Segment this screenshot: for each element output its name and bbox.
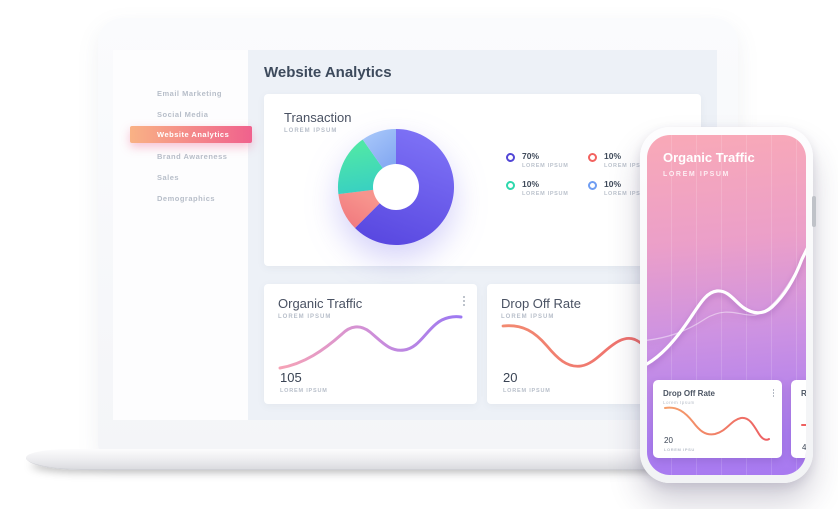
phone-frame: Organic Traffic LOREM IPSUM Drop Off Rat… xyxy=(640,127,816,483)
phone-page-title: Organic Traffic xyxy=(663,150,755,165)
phone-dropoff-value: 20 xyxy=(664,436,673,445)
donut-chart xyxy=(330,121,462,253)
sidebar-item-label: Social Media xyxy=(157,109,209,119)
laptop-screen: Email Marketing Social Media Website Ana… xyxy=(113,50,717,420)
legend-ring-purple-icon xyxy=(506,153,515,162)
donut-hole xyxy=(373,164,419,210)
sidebar: Email Marketing Social Media Website Ana… xyxy=(113,50,252,420)
legend-item: 10% LOREM IPSUM xyxy=(506,180,588,197)
organic-value: 105 xyxy=(280,370,302,385)
organic-value-label: LOREM IPSUM xyxy=(280,388,328,394)
dropoff-value-label: LOREM IPSUM xyxy=(503,388,551,394)
legend-pct: 10% xyxy=(604,179,622,189)
mini-chart-fragment xyxy=(801,424,806,426)
legend-ring-teal-icon xyxy=(506,181,515,190)
phone-screen: Organic Traffic LOREM IPSUM Drop Off Rat… xyxy=(647,135,806,475)
sidebar-item-label: Email Marketing xyxy=(157,88,223,98)
organic-line-chart xyxy=(278,315,463,370)
sidebar-item-label: Demographics xyxy=(157,193,216,203)
phone-wave-chart xyxy=(647,247,806,366)
sidebar-item-email-marketing[interactable]: Email Marketing xyxy=(113,83,248,103)
legend-ring-blue-icon xyxy=(588,181,597,190)
laptop-base xyxy=(26,449,766,470)
phone-page-subtitle: LOREM IPSUM xyxy=(663,171,730,178)
kebab-menu-icon[interactable] xyxy=(772,389,774,397)
sidebar-item-label: Website Analytics xyxy=(157,130,230,139)
legend-label: LOREM IPSUM xyxy=(604,163,651,169)
legend-pct: 70% xyxy=(522,151,540,161)
transaction-card-title: Transaction xyxy=(284,110,352,125)
transaction-card: Transaction LOREM IPSUM xyxy=(264,94,701,266)
phone-dropoff-subtitle: Lorem Ipsum xyxy=(663,400,695,405)
page-title: Website Analytics xyxy=(264,64,392,81)
legend-item: 70% LOREM IPSUM xyxy=(506,152,588,169)
dropoff-value: 20 xyxy=(503,370,518,385)
phone-dropoff-title: Drop Off Rate xyxy=(663,389,715,398)
legend-pct: 10% xyxy=(522,179,540,189)
phone-side-button xyxy=(812,196,816,227)
organic-card-subtitle: LOREM IPSUM xyxy=(278,314,332,320)
phone-second-card-title: R xyxy=(801,389,806,398)
donut-legend: 70% LOREM IPSUM 10% LOREM IPSUM xyxy=(506,152,670,197)
legend-label: LOREM IPSUM xyxy=(522,163,569,169)
phone-dropoff-line-chart xyxy=(664,406,770,441)
legend-label: LOREM IPSUM xyxy=(604,191,651,197)
sidebar-item-brand-awareness[interactable]: Brand Awareness xyxy=(113,146,248,166)
sidebar-item-social-media[interactable]: Social Media xyxy=(113,104,248,124)
phone-dropoff-value-label: LOREM IPSU xyxy=(664,447,695,452)
organic-traffic-card: Organic Traffic LOREM IPSUM xyxy=(264,284,477,404)
sidebar-item-demographics[interactable]: Demographics xyxy=(113,188,248,208)
legend-item: 10% LOREM IPSUM xyxy=(588,152,670,169)
legend-pct: 10% xyxy=(604,151,622,161)
organic-card-title: Organic Traffic xyxy=(278,296,363,311)
dropoff-card-title: Drop Off Rate xyxy=(501,296,581,311)
phone-second-card-value: 4 xyxy=(802,443,806,452)
sidebar-item-website-analytics[interactable]: Website Analytics xyxy=(130,126,252,143)
legend-label: LOREM IPSUM xyxy=(522,191,569,197)
kebab-menu-icon[interactable] xyxy=(463,296,465,306)
phone-dropoff-card: Drop Off Rate Lorem Ipsum 20 LOREM I xyxy=(653,380,782,458)
sidebar-item-sales[interactable]: Sales xyxy=(113,167,248,187)
legend-ring-red-icon xyxy=(588,153,597,162)
legend-item: 10% LOREM IPSUM xyxy=(588,180,670,197)
phone-second-card: R 4 xyxy=(791,380,806,458)
sidebar-item-label: Brand Awareness xyxy=(157,151,228,161)
dropoff-card-subtitle: LOREM IPSUM xyxy=(501,314,555,320)
sidebar-item-label: Sales xyxy=(157,172,180,182)
transaction-card-subtitle: LOREM IPSUM xyxy=(284,128,338,134)
